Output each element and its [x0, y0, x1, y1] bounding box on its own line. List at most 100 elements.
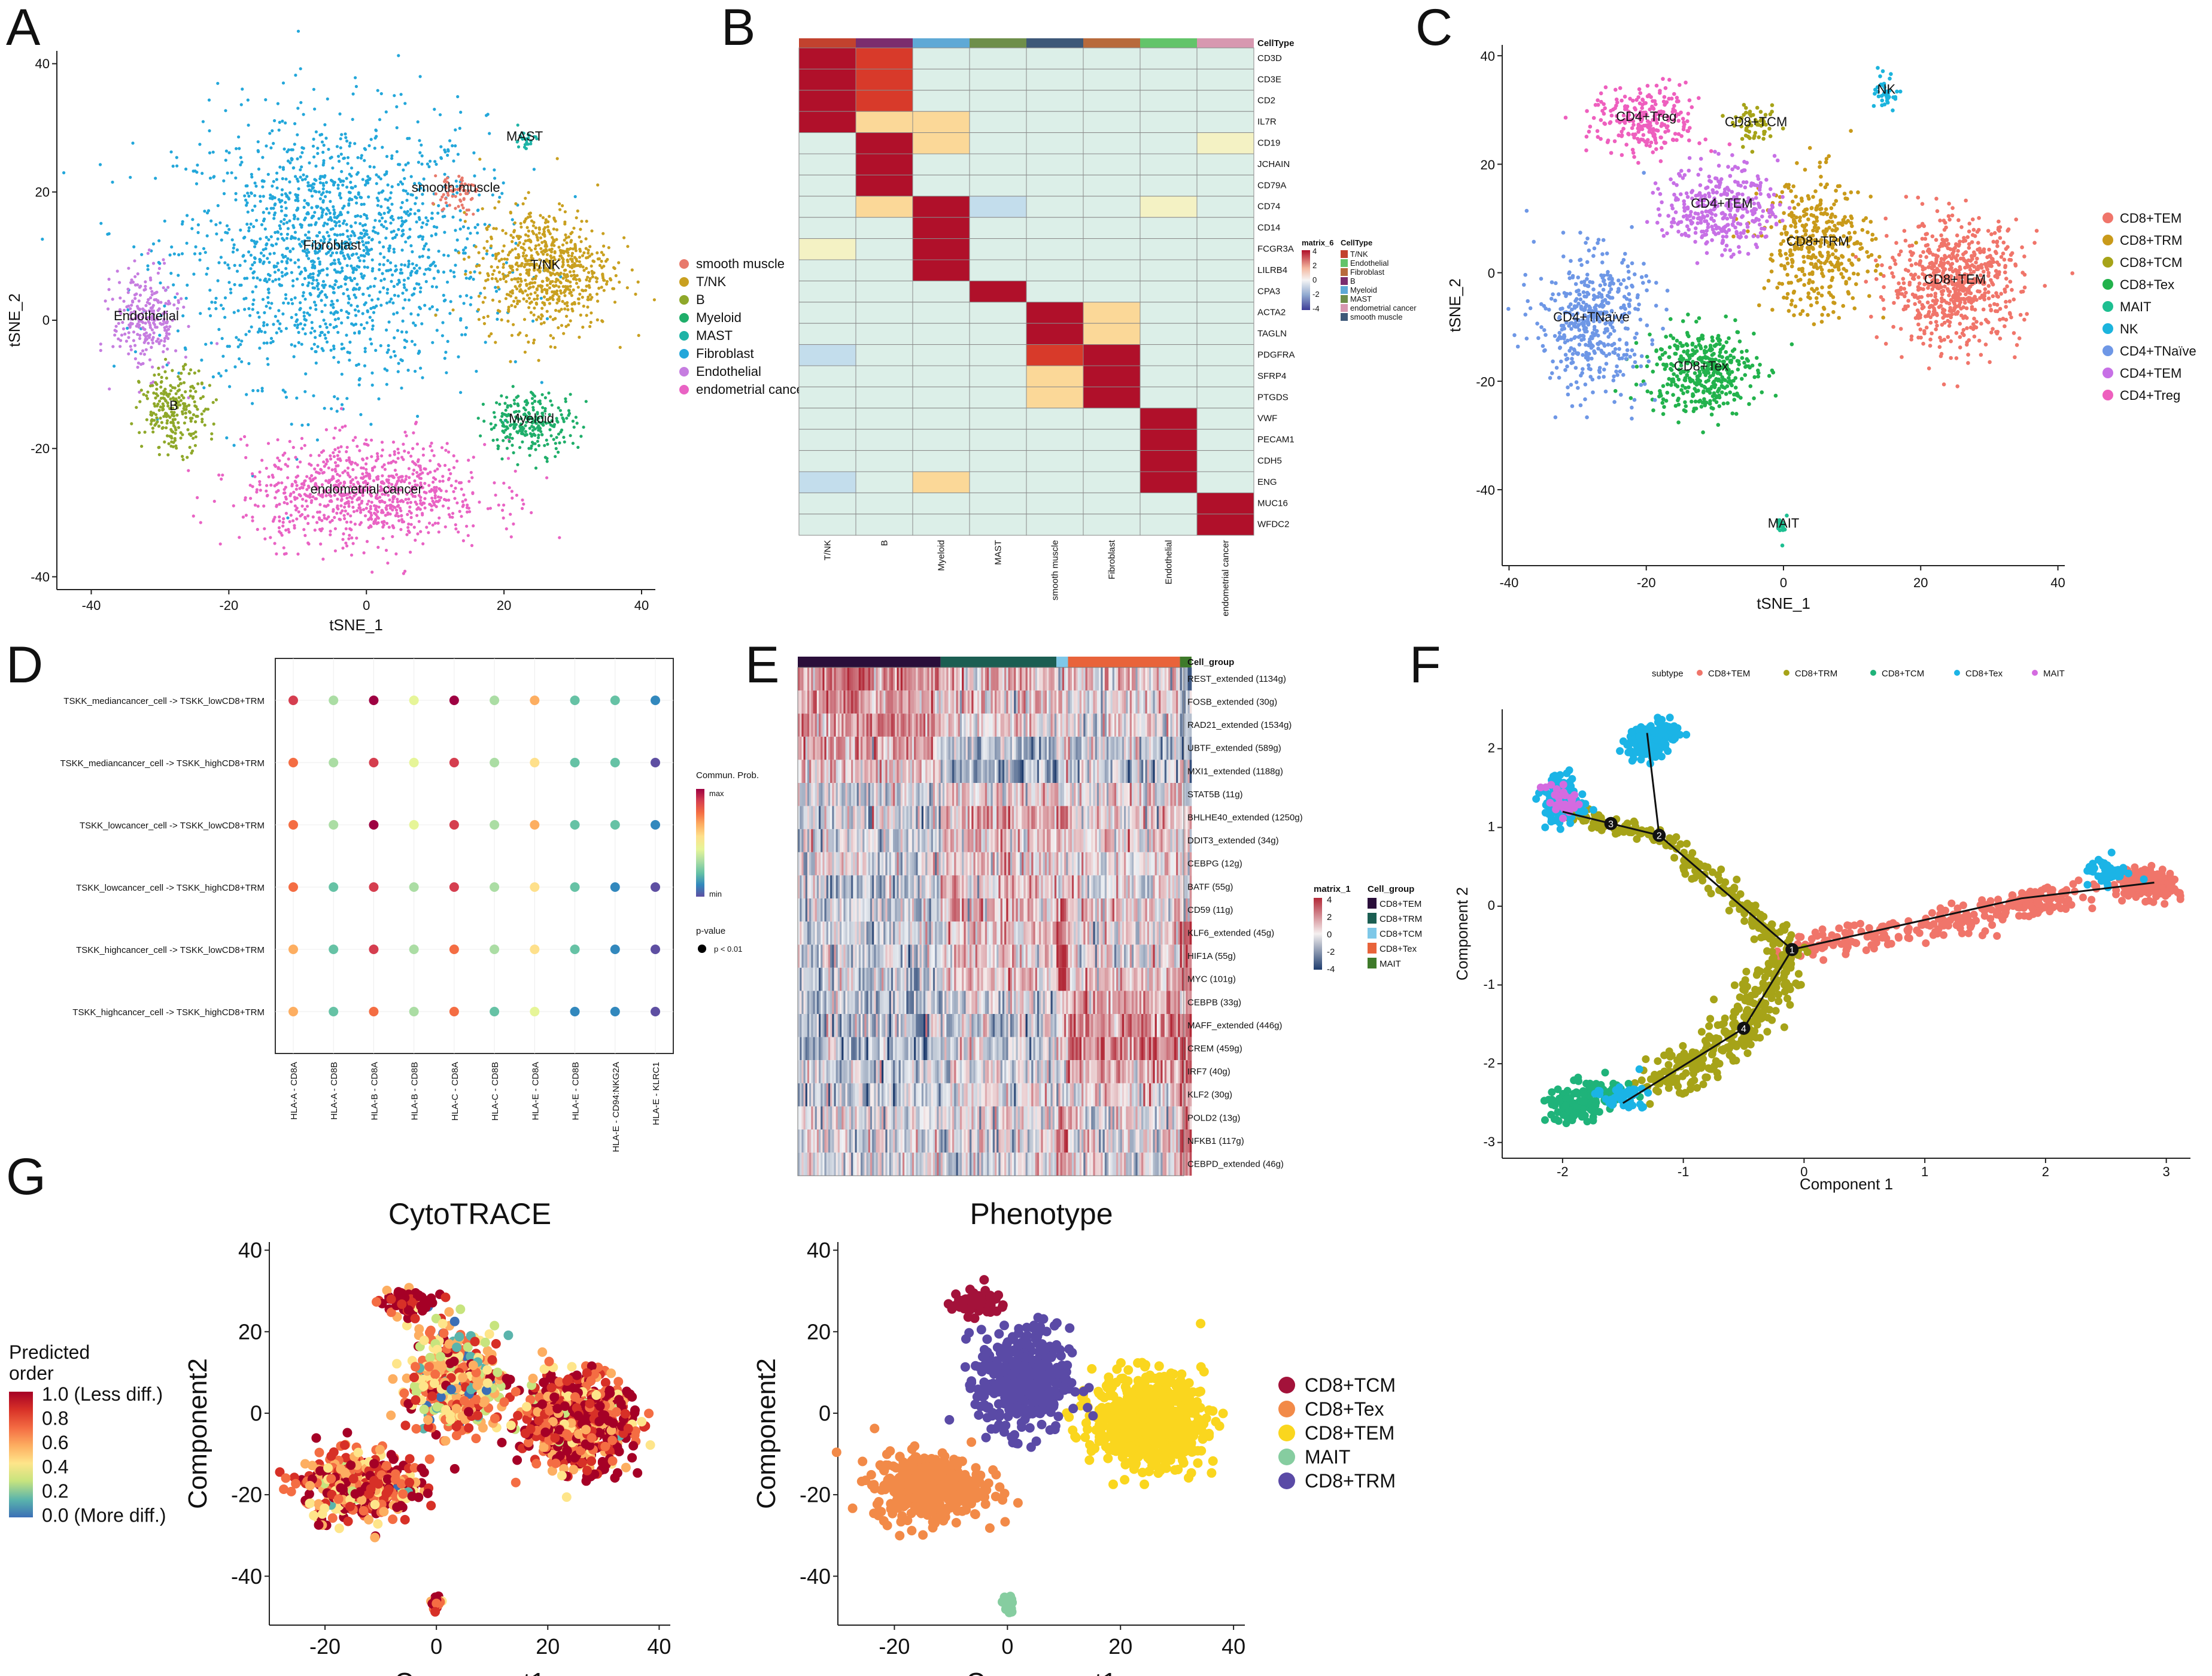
- data-point: [237, 338, 241, 342]
- data-point: [399, 509, 403, 512]
- data-point: [300, 165, 303, 169]
- heatmap-cell: [1083, 47, 1141, 69]
- data-point: [226, 231, 229, 235]
- data-point: [233, 263, 236, 267]
- data-point: [342, 514, 346, 517]
- data-point: [332, 509, 335, 513]
- data-point: [319, 244, 323, 247]
- data-point: [155, 326, 159, 329]
- data-point: [1956, 218, 1961, 223]
- data-point: [227, 151, 231, 154]
- data-point: [597, 286, 601, 290]
- data-point: [387, 320, 391, 324]
- data-point: [332, 436, 336, 440]
- data-point: [513, 402, 516, 406]
- data-point: [388, 300, 391, 303]
- data-point: [428, 307, 432, 311]
- data-point: [452, 159, 455, 163]
- data-point: [318, 333, 322, 338]
- data-point: [558, 441, 561, 445]
- data-point: [146, 390, 150, 394]
- data-point: [514, 277, 518, 281]
- data-point: [536, 268, 540, 272]
- data-point: [106, 307, 110, 311]
- data-point: [196, 496, 199, 500]
- data-point: [269, 235, 273, 239]
- data-point: [522, 220, 526, 224]
- data-point: [528, 426, 531, 430]
- data-point: [364, 179, 368, 183]
- data-point: [502, 516, 505, 520]
- data-point: [1998, 336, 2003, 341]
- data-point: [252, 225, 256, 229]
- data-point: [558, 409, 563, 412]
- data-point: [527, 259, 531, 262]
- data-point: [561, 263, 565, 267]
- data-point: [545, 457, 549, 460]
- data-point: [316, 147, 320, 150]
- data-point: [447, 498, 451, 502]
- data-point: [335, 324, 338, 328]
- heatmap-cell: [969, 492, 1027, 515]
- data-point: [321, 471, 324, 475]
- data-point: [400, 219, 404, 223]
- data-point: [343, 469, 347, 473]
- data-point: [385, 154, 389, 158]
- y-tick-label: 0: [42, 313, 50, 328]
- data-point: [595, 280, 598, 284]
- data-point: [382, 225, 385, 229]
- data-point: [1904, 290, 1908, 295]
- data-point: [150, 290, 154, 293]
- data-point: [567, 412, 572, 415]
- data-point: [375, 522, 379, 526]
- data-point: [235, 248, 239, 252]
- data-point: [541, 280, 545, 283]
- data-point: [356, 305, 359, 308]
- data-point: [275, 490, 278, 494]
- data-point: [439, 496, 443, 499]
- data-point: [239, 438, 242, 441]
- data-point: [513, 221, 517, 224]
- data-point: [443, 357, 446, 360]
- cluster-label: MAST: [506, 129, 543, 144]
- data-point: [378, 212, 381, 215]
- data-point: [136, 365, 139, 369]
- column-annotation: [799, 38, 856, 48]
- heatmap-cell: [1140, 514, 1198, 536]
- data-point: [283, 451, 287, 455]
- data-point: [161, 408, 165, 412]
- data-point: [579, 435, 583, 438]
- data-point: [1892, 300, 1896, 305]
- data-point: [505, 447, 509, 450]
- data-point: [1885, 233, 1889, 238]
- data-point: [333, 262, 337, 265]
- data-point: [543, 226, 547, 229]
- data-point: [496, 280, 499, 283]
- data-point: [321, 557, 325, 561]
- data-point: [387, 526, 391, 529]
- data-point: [382, 245, 385, 249]
- heatmap-cell: [855, 429, 913, 451]
- panel-label-a: A: [6, 0, 41, 56]
- data-point: [263, 330, 267, 334]
- data-point: [470, 544, 474, 548]
- data-point: [350, 247, 353, 250]
- data-point: [391, 535, 394, 539]
- data-point: [282, 238, 285, 242]
- data-point: [1918, 300, 1922, 304]
- data-point: [440, 334, 445, 338]
- data-point: [346, 466, 350, 470]
- data-point: [111, 297, 114, 301]
- data-point: [169, 421, 173, 424]
- data-point: [149, 278, 153, 282]
- data-point: [305, 475, 309, 478]
- data-point: [267, 287, 271, 291]
- data-point: [566, 287, 570, 291]
- data-point: [496, 317, 499, 321]
- data-point: [322, 144, 326, 147]
- data-point: [447, 450, 451, 454]
- data-point: [405, 330, 408, 334]
- data-point: [575, 421, 579, 425]
- data-point: [360, 232, 363, 235]
- data-point: [432, 480, 435, 484]
